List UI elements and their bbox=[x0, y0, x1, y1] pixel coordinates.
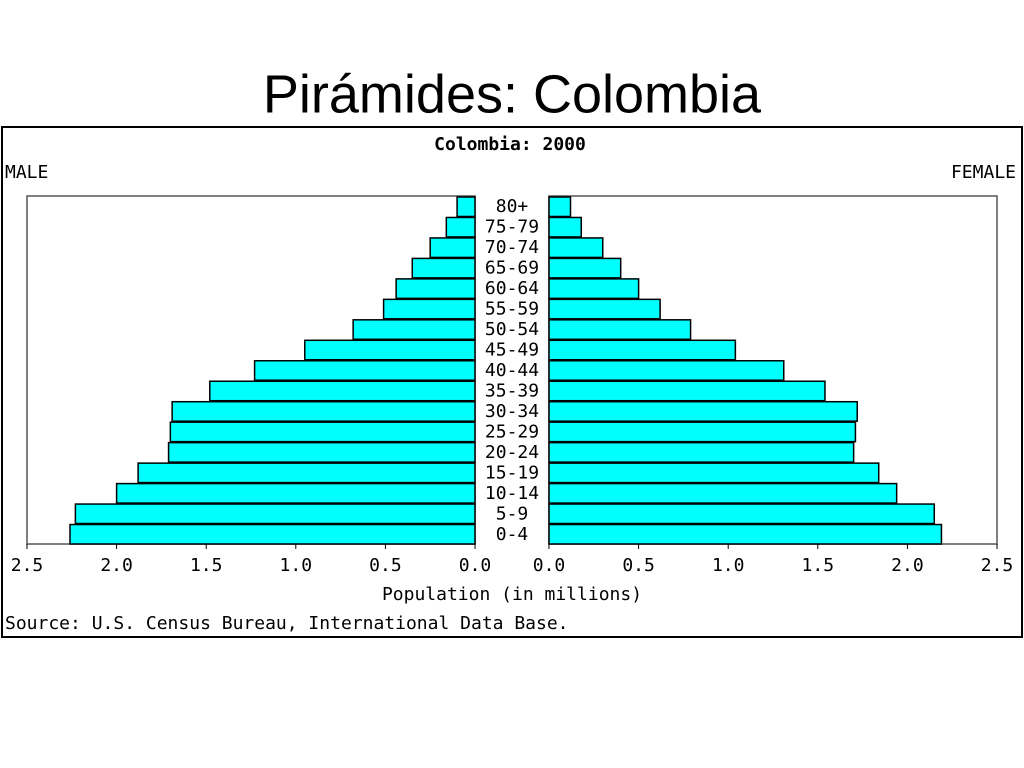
category-label: 60-64 bbox=[485, 278, 539, 299]
category-label: 5-9 bbox=[496, 503, 529, 524]
bar bbox=[548, 503, 936, 525]
bar bbox=[382, 298, 476, 320]
bar bbox=[74, 503, 476, 525]
legend-label: FEMALE bbox=[951, 162, 1016, 183]
bar bbox=[548, 257, 622, 279]
category-label: 20-24 bbox=[485, 442, 539, 463]
bar bbox=[445, 216, 476, 238]
bar bbox=[137, 462, 476, 484]
x-tick-label: 1.0 bbox=[712, 555, 745, 576]
slide-title: Pirámides: Colombia bbox=[263, 64, 762, 124]
x-tick-label: 2.0 bbox=[100, 555, 133, 576]
category-label: 45-49 bbox=[485, 340, 539, 361]
bar bbox=[352, 319, 476, 341]
bar bbox=[548, 421, 857, 443]
bar bbox=[548, 482, 898, 504]
bar bbox=[548, 237, 604, 259]
x-tick-label: 2.5 bbox=[11, 555, 44, 576]
bar bbox=[167, 441, 476, 463]
bar bbox=[69, 523, 476, 545]
bar bbox=[548, 319, 692, 341]
bar bbox=[304, 339, 476, 361]
bar bbox=[548, 216, 583, 238]
category-label: 75-79 bbox=[485, 217, 539, 238]
chart-frame bbox=[1, 126, 1023, 638]
x-tick-label: 0.0 bbox=[533, 555, 566, 576]
bar bbox=[548, 380, 826, 402]
bar bbox=[411, 257, 476, 279]
x-tick-label: 0.5 bbox=[622, 555, 655, 576]
category-label: 30-34 bbox=[485, 401, 539, 422]
category-label: 40-44 bbox=[485, 360, 539, 381]
source-note: Source: U.S. Census Bureau, Internationa… bbox=[5, 613, 569, 634]
bar bbox=[548, 339, 737, 361]
category-label: 70-74 bbox=[485, 237, 539, 258]
category-label: 50-54 bbox=[485, 319, 539, 340]
bar bbox=[548, 278, 640, 300]
x-tick-label: 2.0 bbox=[891, 555, 924, 576]
x-tick-label: 0.5 bbox=[369, 555, 402, 576]
bar bbox=[169, 421, 476, 443]
category-label: 10-14 bbox=[485, 483, 539, 504]
bar bbox=[548, 462, 880, 484]
bar bbox=[548, 523, 943, 545]
bar bbox=[209, 380, 476, 402]
category-label: 80+ bbox=[496, 196, 529, 217]
x-tick-label: 1.0 bbox=[280, 555, 313, 576]
bar bbox=[548, 441, 855, 463]
category-label: 65-69 bbox=[485, 258, 539, 279]
bar bbox=[253, 360, 476, 381]
bar bbox=[548, 400, 858, 422]
bar bbox=[548, 298, 661, 320]
x-tick-label: 1.5 bbox=[190, 555, 223, 576]
category-label: 0-4 bbox=[496, 524, 529, 545]
x-axis-label: Population (in millions) bbox=[382, 584, 642, 605]
legend-label: MALE bbox=[5, 162, 48, 183]
x-tick-label: 1.5 bbox=[802, 555, 835, 576]
bar bbox=[171, 400, 476, 422]
category-label: 15-19 bbox=[485, 462, 539, 483]
bar bbox=[429, 237, 476, 259]
category-label: 25-29 bbox=[485, 421, 539, 442]
category-label: 35-39 bbox=[485, 380, 539, 401]
chart-title: Colombia: 2000 bbox=[434, 134, 586, 155]
bar bbox=[456, 196, 476, 218]
bar bbox=[548, 196, 572, 218]
x-tick-label: 2.5 bbox=[981, 555, 1014, 576]
bar bbox=[115, 482, 476, 504]
category-label: 55-59 bbox=[485, 299, 539, 320]
bar bbox=[395, 278, 476, 300]
x-tick-label: 0.0 bbox=[459, 555, 492, 576]
bar bbox=[548, 360, 785, 381]
